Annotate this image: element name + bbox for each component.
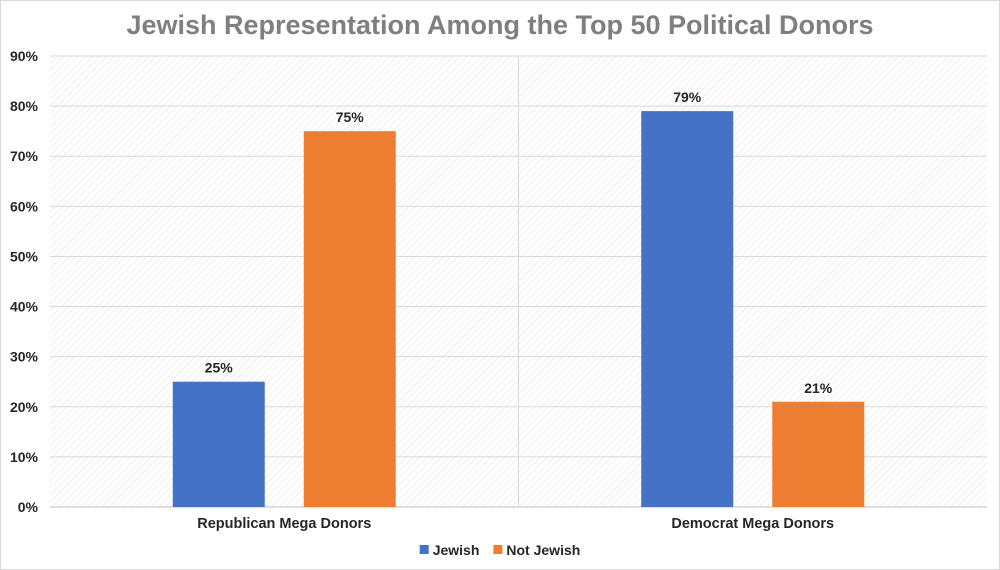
y-tick-label: 70% (10, 148, 39, 164)
legend-item-jewish: Jewish (419, 542, 480, 558)
bar-jewish-0 (172, 381, 265, 507)
x-axis-categories: Republican Mega Donors Democrat Mega Dono… (197, 516, 834, 532)
data-label: 75% (336, 109, 365, 125)
data-label: 79% (673, 89, 702, 105)
y-tick-label: 40% (10, 299, 39, 315)
bar-jewish-1 (641, 111, 734, 507)
data-label: 25% (205, 360, 234, 376)
y-tick-label: 10% (10, 449, 39, 465)
x-category-label: Democrat Mega Donors (671, 516, 834, 532)
legend-swatch (493, 545, 503, 554)
y-tick-label: 80% (10, 98, 39, 114)
y-tick-label: 90% (10, 48, 39, 64)
legend-item-not-jewish: Not Jewish (493, 542, 580, 558)
y-tick-label: 50% (10, 248, 39, 264)
y-tick-label: 0% (18, 499, 39, 515)
bar-not-jewish-0 (303, 131, 396, 507)
y-tick-label: 20% (10, 399, 39, 415)
legend-label: Not Jewish (506, 542, 580, 558)
bar-not-jewish-1 (772, 401, 865, 507)
legend-label: Jewish (433, 542, 480, 558)
y-tick-label: 30% (10, 349, 39, 365)
data-label: 21% (804, 380, 833, 396)
chart-title: Jewish Representation Among the Top 50 P… (126, 10, 873, 40)
data-labels: 25% 75% 79% 21% (205, 89, 833, 396)
y-tick-label: 60% (10, 198, 39, 214)
bars (172, 111, 865, 507)
legend: Jewish Not Jewish (419, 542, 580, 558)
y-axis-ticks: 0% 10% 20% 30% 40% 50% 60% 70% 80% 90% (10, 48, 39, 515)
x-category-label: Republican Mega Donors (197, 516, 371, 532)
legend-swatch (419, 545, 429, 554)
